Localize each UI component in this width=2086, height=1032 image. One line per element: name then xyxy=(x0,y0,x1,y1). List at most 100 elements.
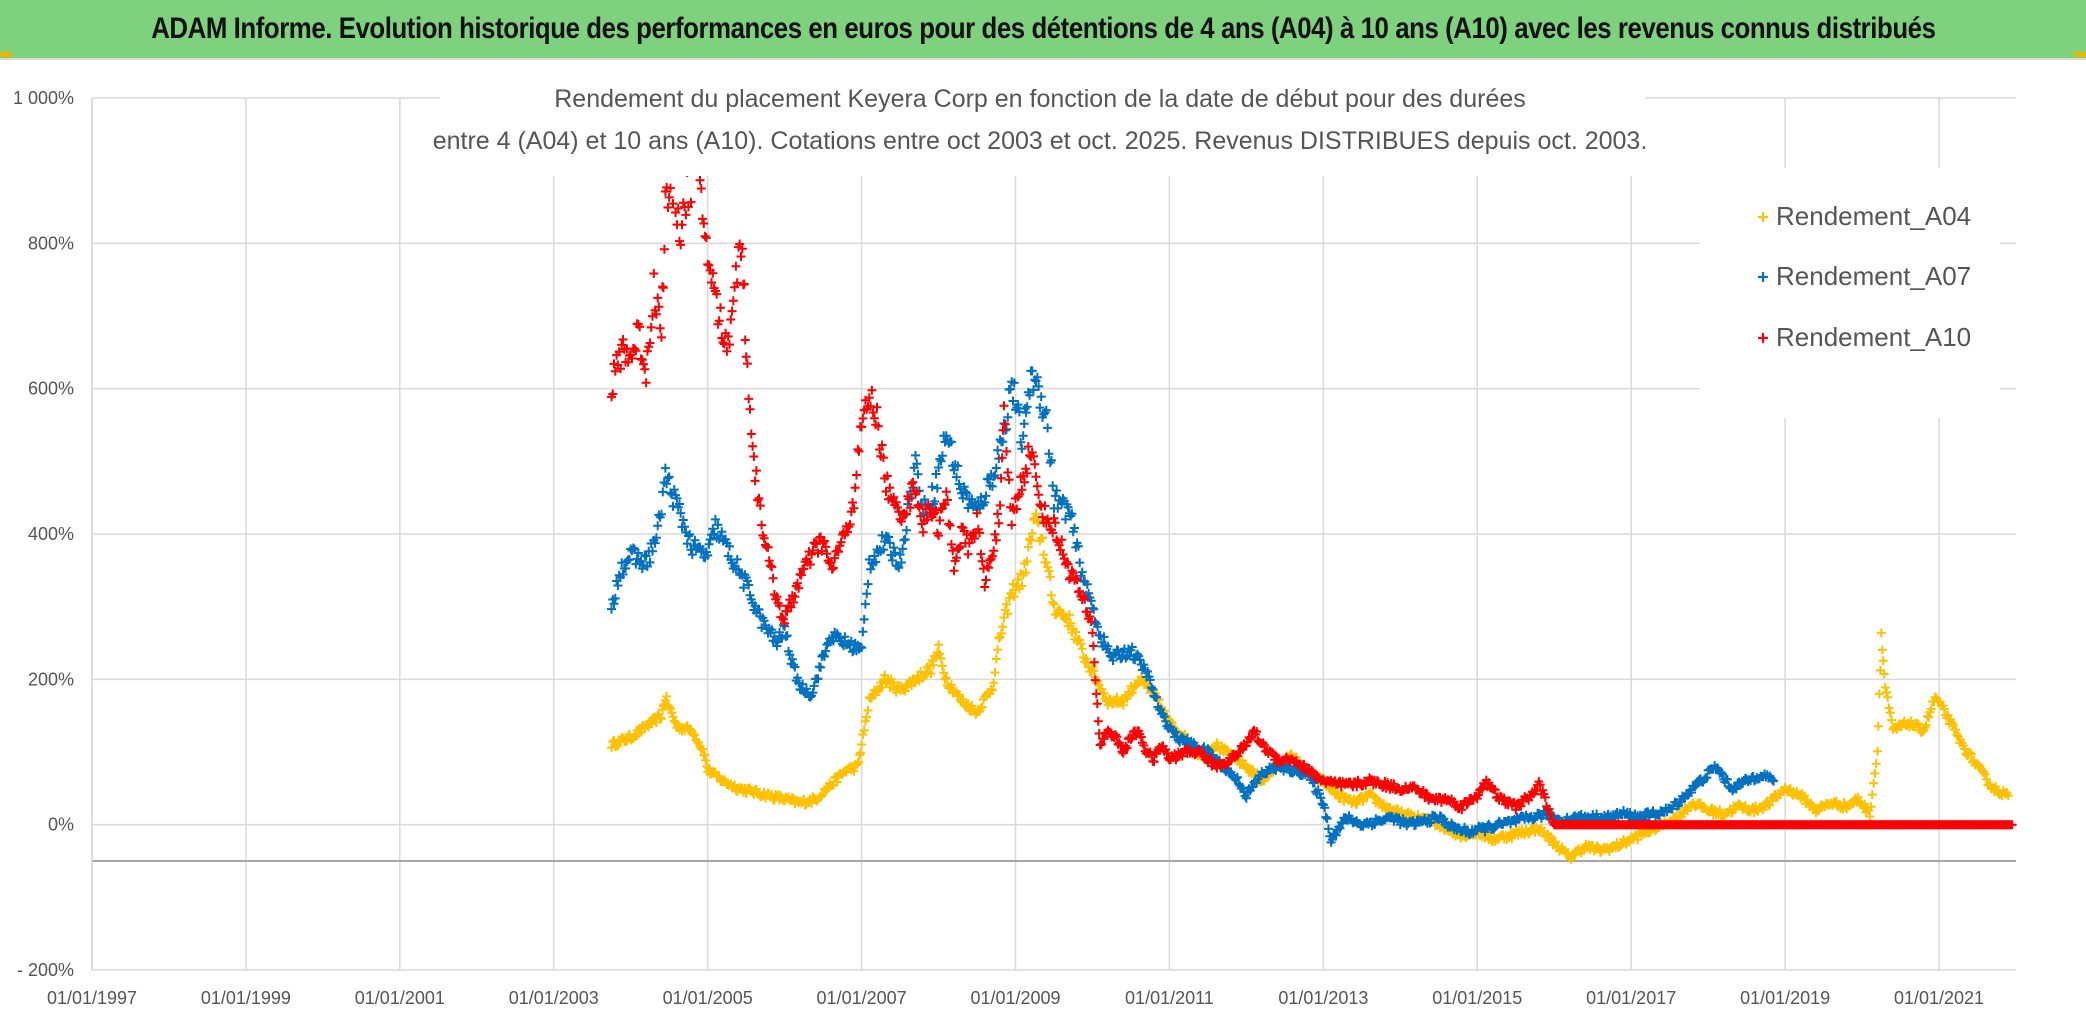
data-point xyxy=(1769,776,1779,786)
data-point xyxy=(1022,556,1032,566)
data-point xyxy=(1882,687,1891,697)
data-point xyxy=(940,674,950,684)
data-point xyxy=(1021,464,1031,474)
data-point xyxy=(889,543,899,553)
data-point xyxy=(834,547,843,557)
data-point xyxy=(782,631,792,641)
data-point xyxy=(794,583,804,593)
data-point xyxy=(1238,783,1248,793)
data-point xyxy=(1873,721,1883,731)
data-point xyxy=(617,558,627,568)
data-point xyxy=(1084,588,1094,598)
data-point xyxy=(916,511,926,521)
data-point xyxy=(1551,837,1560,846)
data-point xyxy=(976,703,986,713)
data-point xyxy=(649,269,659,278)
data-point xyxy=(1490,785,1500,795)
data-point xyxy=(904,494,914,504)
data-point xyxy=(1156,704,1165,714)
data-point xyxy=(666,183,675,193)
data-point xyxy=(1159,712,1169,722)
data-point xyxy=(1352,800,1362,809)
data-point xyxy=(1866,802,1876,812)
data-point xyxy=(740,335,750,345)
data-point xyxy=(852,470,861,480)
data-point xyxy=(1480,827,1490,837)
data-point xyxy=(1143,667,1153,676)
data-point xyxy=(1099,734,1109,744)
data-point xyxy=(717,333,727,343)
data-point xyxy=(1038,512,1047,522)
data-point xyxy=(990,668,1000,677)
data-point xyxy=(1089,666,1099,676)
data-point xyxy=(672,493,682,503)
data-point xyxy=(939,668,949,678)
data-point xyxy=(786,602,796,612)
data-point xyxy=(690,730,700,740)
data-point xyxy=(1075,558,1085,568)
data-point xyxy=(1690,781,1700,791)
data-point xyxy=(1122,743,1132,753)
data-point xyxy=(931,505,941,515)
data-point xyxy=(664,702,674,712)
data-point xyxy=(648,546,657,556)
data-point xyxy=(1027,366,1037,376)
x-tick-label: 01/01/2011 xyxy=(1125,988,1214,1008)
data-point xyxy=(1086,617,1096,627)
data-point xyxy=(1041,405,1051,415)
data-point xyxy=(989,472,999,482)
data-point xyxy=(937,451,947,461)
data-point xyxy=(975,528,985,538)
data-point xyxy=(1029,385,1038,395)
data-point xyxy=(1026,536,1036,546)
x-tick-label: 01/01/2001 xyxy=(355,988,445,1008)
data-point xyxy=(703,550,713,560)
data-point xyxy=(680,522,690,532)
data-point xyxy=(658,283,668,293)
data-point xyxy=(1068,568,1078,578)
data-point xyxy=(1507,833,1517,843)
data-point xyxy=(767,625,777,635)
data-point xyxy=(759,533,769,543)
data-point xyxy=(914,502,924,512)
data-point xyxy=(1064,610,1074,620)
data-point xyxy=(608,389,618,399)
data-point xyxy=(1092,699,1102,709)
data-point xyxy=(858,730,868,740)
data-point xyxy=(1003,468,1013,477)
data-point xyxy=(1118,700,1128,710)
data-point xyxy=(1127,642,1137,652)
chart-points xyxy=(607,155,2017,864)
data-point xyxy=(813,674,823,684)
data-point xyxy=(1088,641,1098,651)
data-point xyxy=(753,495,763,505)
data-point xyxy=(714,772,724,782)
data-point xyxy=(1071,573,1081,583)
data-point xyxy=(1135,655,1145,665)
data-point xyxy=(1979,768,1989,778)
data-point xyxy=(1853,792,1863,802)
data-point xyxy=(884,532,893,542)
data-point xyxy=(651,533,661,543)
data-point xyxy=(704,763,714,773)
data-point xyxy=(749,452,759,461)
data-point xyxy=(641,551,651,561)
data-point xyxy=(678,515,688,525)
data-point xyxy=(854,446,864,456)
data-point xyxy=(645,557,655,567)
data-point xyxy=(819,536,829,546)
data-point xyxy=(673,203,683,213)
data-point xyxy=(1871,759,1881,769)
data-point xyxy=(618,335,628,344)
data-point xyxy=(1232,751,1242,761)
data-point xyxy=(714,316,724,326)
data-point xyxy=(993,645,1003,655)
data-point xyxy=(1765,801,1775,810)
x-tick-label: 01/01/2021 xyxy=(1894,988,1984,1008)
data-point xyxy=(902,509,911,519)
legend-item: Rendement_A10 xyxy=(1758,322,1971,352)
data-point xyxy=(1474,790,1484,800)
data-point xyxy=(1112,645,1122,655)
data-point xyxy=(1089,604,1099,614)
data-point xyxy=(780,618,790,628)
